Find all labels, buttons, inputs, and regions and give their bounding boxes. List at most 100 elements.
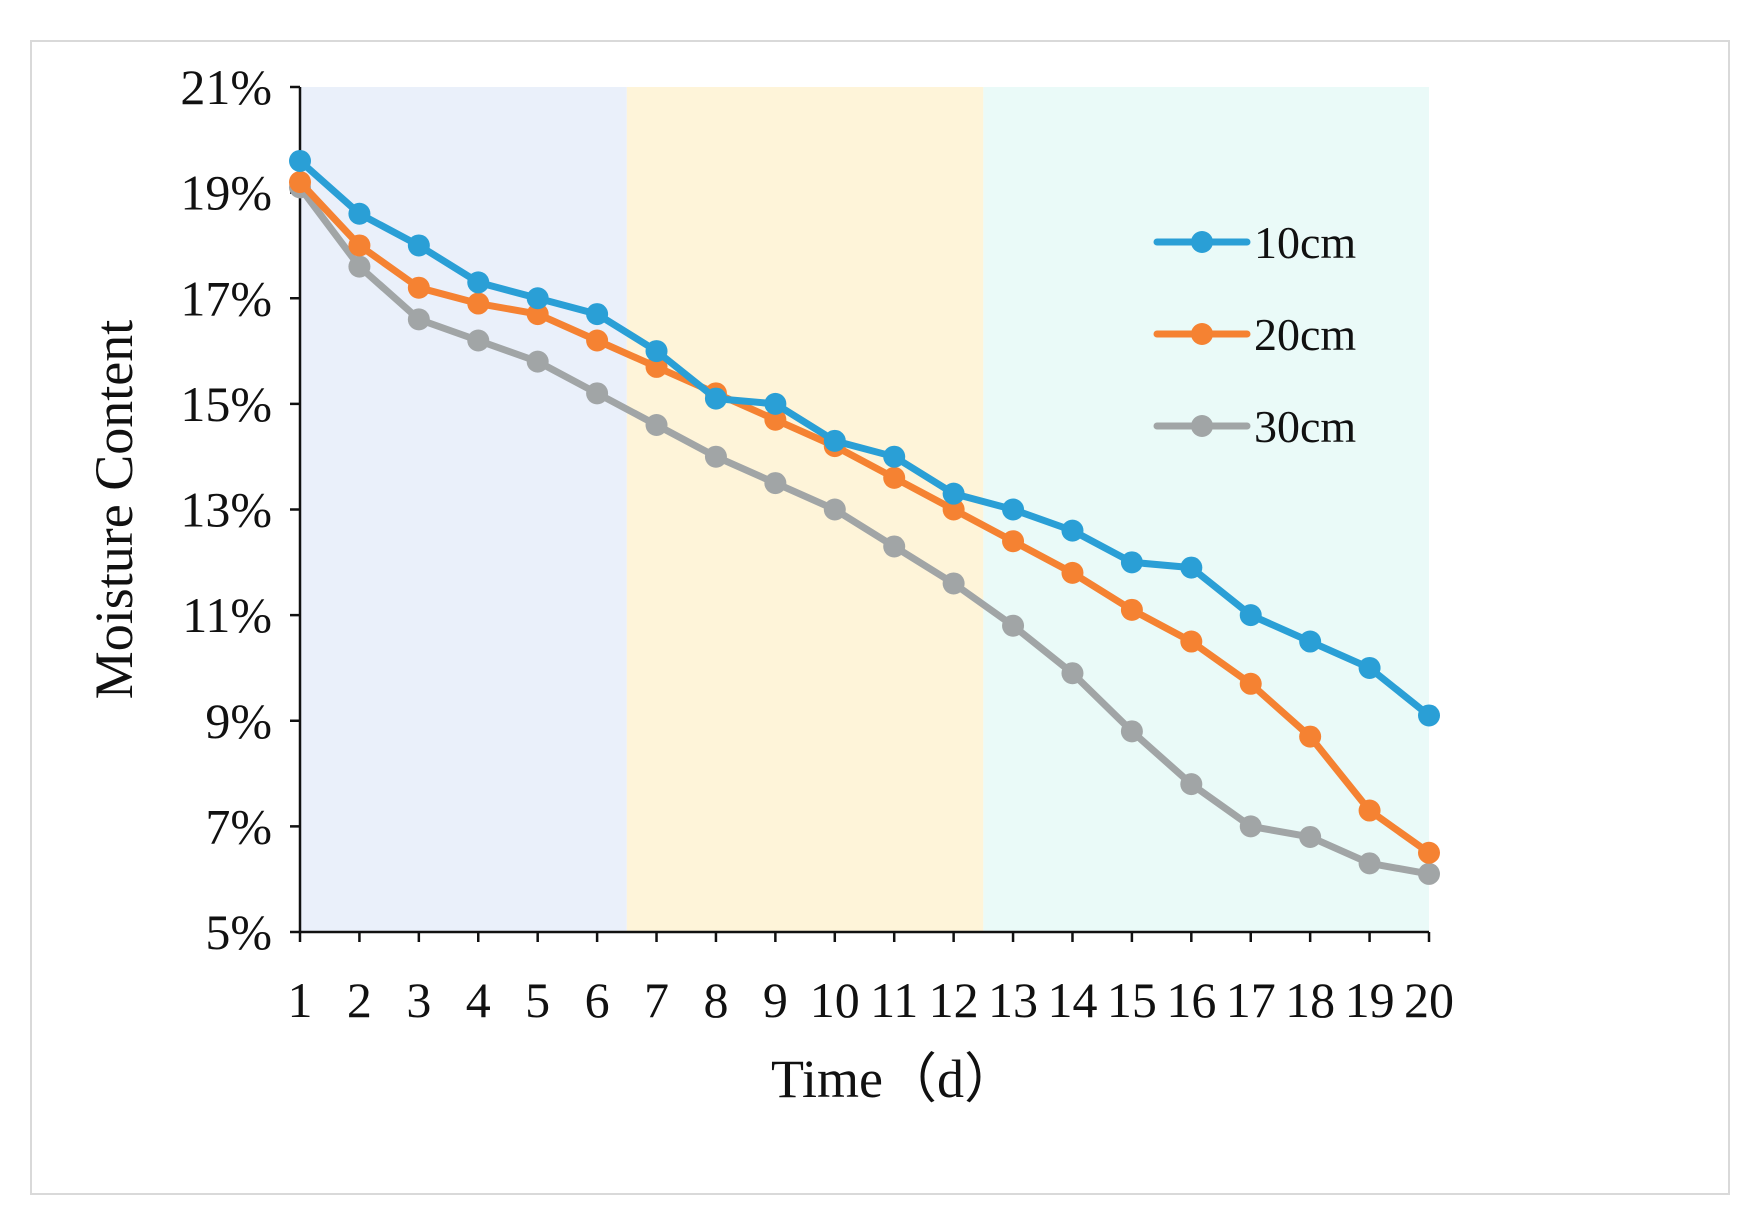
phase-bands (300, 87, 1429, 932)
data-point-30cm (764, 472, 787, 495)
series-lines (289, 149, 1440, 885)
data-point-10cm (289, 149, 311, 172)
shaded-region-phase-2 (626, 87, 984, 932)
data-point-10cm (348, 202, 371, 225)
y-tick-label: 13% (180, 482, 272, 538)
data-point-20cm (1002, 530, 1025, 553)
x-tick-label: 14 (1047, 972, 1097, 1028)
series-10cm (289, 149, 1440, 727)
data-point-20cm (883, 466, 906, 489)
data-point-30cm (348, 255, 371, 278)
data-point-20cm (1061, 561, 1084, 584)
x-tick-label: 6 (585, 972, 610, 1028)
moisture-line-chart: 5%7%9%11%13%15%17%19%21% 1 2 3 4 5 6 7 8 9 10 11 12… (84, 59, 1454, 1109)
data-point-10cm (883, 445, 906, 468)
legend-marker-20cm (1191, 323, 1213, 345)
x-tick-label: 9 (763, 972, 788, 1028)
data-point-30cm (1180, 773, 1203, 796)
data-point-10cm (942, 482, 965, 505)
legend-item-10cm: 10cm (1153, 217, 1356, 268)
x-tick-label: 18 (1285, 972, 1335, 1028)
data-point-30cm (704, 445, 727, 468)
data-point-20cm (348, 234, 371, 257)
data-point-10cm (1002, 498, 1025, 521)
data-point-10cm (1061, 519, 1084, 542)
data-point-10cm (1358, 656, 1381, 679)
y-tick-label: 5% (205, 904, 272, 960)
legend-label-10cm: 10cm (1254, 217, 1356, 268)
x-tick-label: 3 (406, 972, 431, 1028)
x-tick-label: 15 (1107, 972, 1157, 1028)
data-point-20cm (764, 408, 787, 431)
legend-label-20cm: 20cm (1254, 309, 1356, 360)
x-tick-label: 1 (288, 972, 313, 1028)
data-point-10cm (1239, 604, 1262, 627)
y-tick-label: 9% (205, 693, 272, 749)
figure-frame: 5% 7% 9% 11% 13% 15% 17% 19% 21% 1 2 3 4 5 6 7 8 9 10 11 12… (30, 40, 1730, 1195)
data-point-30cm (467, 329, 490, 352)
x-tick-label: 19 (1345, 972, 1395, 1028)
x-tick-label: 8 (703, 972, 728, 1028)
data-point-30cm (823, 498, 846, 521)
legend: 10cm 20cm 30cm (1153, 217, 1356, 452)
y-tick-label: 17% (180, 270, 272, 326)
x-tick-label: 12 (929, 972, 979, 1028)
data-point-30cm (942, 572, 965, 595)
x-ticks: 1 2 3 4 5 6 7 8 9 10 11 12 13 14 15 16 17 18 19 20 (288, 932, 1454, 1028)
legend-item-20cm: 20cm (1153, 309, 1356, 360)
data-point-30cm (1239, 815, 1262, 838)
x-tick-label: 10 (810, 972, 860, 1028)
x-tick-label: 5 (525, 972, 550, 1028)
y-tick-label: 7% (205, 798, 272, 854)
data-point-20cm (1239, 672, 1262, 695)
data-point-30cm (883, 535, 906, 558)
data-point-30cm (1299, 825, 1322, 848)
x-tick-label: 11 (870, 972, 918, 1028)
y-tick-label: 21% (180, 59, 272, 115)
data-point-10cm (645, 340, 668, 363)
data-point-30cm (1061, 662, 1084, 685)
legend-item-30cm: 30cm (1153, 401, 1356, 452)
data-point-10cm (1180, 556, 1203, 579)
x-tick-label: 17 (1226, 972, 1276, 1028)
x-tick-label: 20 (1404, 972, 1454, 1028)
data-point-20cm (645, 355, 668, 378)
data-point-10cm (704, 387, 727, 410)
data-point-10cm (467, 271, 490, 294)
y-ticks: 5% 7% 9% 11% 13% 15% 17% 19% 21% (180, 59, 300, 960)
data-point-30cm (407, 308, 430, 331)
data-point-20cm (407, 276, 430, 299)
shaded-region-phase-1 (300, 87, 627, 932)
legend-marker-10cm (1191, 231, 1213, 253)
y-axis-title: Moisture Content (84, 320, 144, 699)
data-point-10cm (407, 234, 430, 257)
data-point-20cm (586, 329, 609, 352)
data-point-20cm (1418, 841, 1440, 864)
data-point-20cm (1180, 630, 1203, 653)
data-point-20cm (526, 303, 549, 326)
data-point-30cm (1120, 720, 1143, 743)
data-point-10cm (586, 303, 609, 326)
x-tick-label: 13 (988, 972, 1038, 1028)
data-point-10cm (764, 392, 787, 415)
y-tick-label: 15% (180, 376, 272, 432)
x-axis-title: Time（d） (771, 1049, 1018, 1109)
data-point-20cm (467, 292, 490, 315)
data-point-30cm (1002, 614, 1025, 637)
legend-label-30cm: 30cm (1254, 401, 1356, 452)
data-point-10cm (1418, 704, 1440, 727)
data-point-20cm (1358, 799, 1381, 822)
x-tick-label: 4 (466, 972, 491, 1028)
data-point-30cm (586, 382, 609, 405)
data-point-20cm (1299, 725, 1322, 748)
data-point-10cm (1120, 551, 1143, 574)
data-point-30cm (645, 414, 668, 436)
data-point-30cm (526, 350, 549, 373)
data-point-30cm (1358, 852, 1381, 875)
legend-marker-30cm (1191, 415, 1213, 437)
data-point-10cm (823, 429, 846, 452)
y-tick-label: 11% (182, 587, 272, 643)
data-point-30cm (1418, 862, 1440, 885)
x-tick-label: 2 (347, 972, 372, 1028)
data-point-20cm (289, 171, 311, 194)
